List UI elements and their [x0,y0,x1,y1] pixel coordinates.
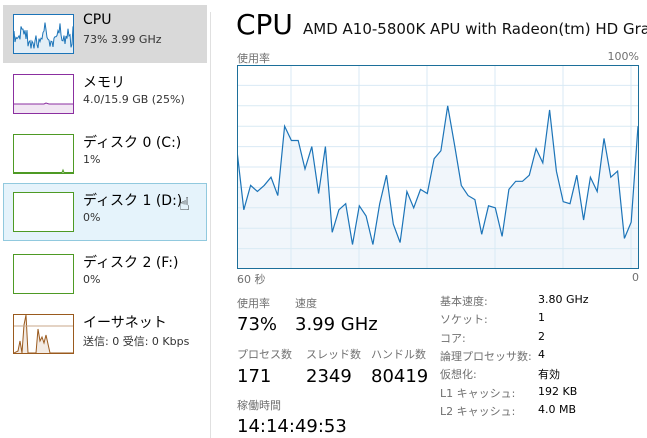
graph-label: 使用率 [237,52,270,65]
handles-value: 80419 [371,366,429,387]
sidebar-item-title: ディスク 2 (F:) [83,255,179,271]
sidebar-item-title: イーサネット [83,315,167,331]
sidebar-item-subtitle: 1% [83,153,101,166]
thumbnail-graph [13,134,74,174]
processes-value: 171 [237,366,272,387]
sidebar-item-subtitle: 4.0/15.9 GB (25%) [83,93,185,106]
divider [210,12,211,438]
graph-end: 0 [632,271,639,284]
sidebar-item-disk2[interactable]: ディスク 2 (F:) 0% [3,245,207,303]
threads-value: 2349 [306,366,352,387]
detail-value: 2 [538,329,545,343]
sidebar-item-disk0[interactable]: ディスク 0 (C:) 1% [3,125,207,183]
cpu-usage-graph [237,65,639,269]
sidebar-item-title: CPU [83,12,112,28]
detail-label: 論理プロセッサ数: [440,349,532,363]
sidebar-item-cpu[interactable]: CPU 73% 3.99 GHz [3,5,207,63]
detail-value: 1 [538,311,545,325]
thumbnail-graph [13,14,74,54]
sidebar-item-title: ディスク 1 (D:) [83,193,183,209]
uptime-value: 14:14:49:53 [237,416,347,437]
sidebar-item-title: メモリ [83,75,125,91]
detail-value: 4 [538,347,545,361]
detail-value: 192 KB [538,384,578,398]
detail-label: L2 キャッシュ: [440,404,516,418]
usage-value: 73% [237,314,278,335]
threads-label: スレッド数 [306,348,361,361]
hand-cursor-icon: ☝ [179,194,190,215]
page-title: CPU [236,8,293,41]
sidebar-item-subtitle: 0% [83,211,101,224]
thumbnail-graph [13,74,74,114]
speed-value: 3.99 GHz [295,314,378,335]
thumbnail-graph [13,254,74,294]
graph-max: 100% [607,50,639,63]
processes-label: プロセス数 [237,348,292,361]
thumbnail-graph [13,192,74,232]
sidebar-item-ethernet[interactable]: イーサネット送信: 0 受信: 0 Kbps [3,305,207,363]
sidebar-item-title: ディスク 0 (C:) [83,135,182,151]
cpu-model: AMD A10-5800K APU with Radeon(tm) HD Gra… [303,20,647,38]
detail-label: ソケット: [440,313,488,327]
detail-value: 有効 [538,368,560,382]
sidebar-item-subtitle: 73% 3.99 GHz [83,33,162,46]
usage-label: 使用率 [237,297,270,310]
graph-time: 60 秒 [237,273,266,286]
sidebar-item-disk1[interactable]: ディスク 1 (D:) 0% [3,183,207,241]
handles-label: ハンドル数 [371,348,426,361]
detail-label: L1 キャッシュ: [440,386,516,400]
usage-line [237,105,639,245]
sidebar-item-subtitle: 0% [83,273,101,286]
sidebar-item-memory[interactable]: メモリ 4.0/15.9 GB (25%) [3,65,207,123]
detail-label: 仮想化: [440,368,477,382]
thumbnail-graph [13,314,74,354]
uptime-label: 稼働時間 [237,399,281,412]
detail-label: 基本速度: [440,295,488,308]
speed-label: 速度 [295,297,317,310]
detail-value: 4.0 MB [538,402,577,416]
graph-border [237,65,639,269]
sidebar-item-subtitle: 送信: 0 受信: 0 Kbps [83,335,190,348]
detail-value: 3.80 GHz [538,293,589,306]
detail-label: コア: [440,331,466,345]
